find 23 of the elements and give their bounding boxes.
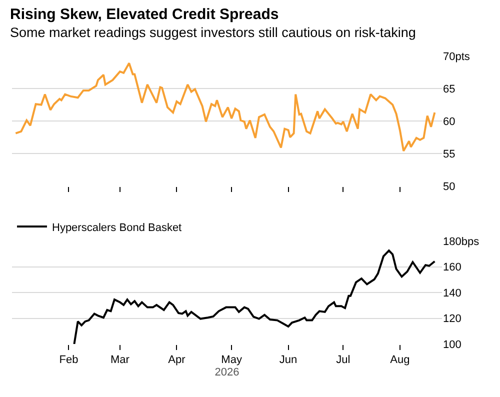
y-tick-label: 120 xyxy=(443,313,462,326)
x-tick-label: Apr xyxy=(168,354,186,366)
y-tick-label: 160 xyxy=(443,262,462,274)
x-tick-label: Feb xyxy=(59,354,78,366)
y-tick-label: 50 xyxy=(443,180,456,193)
x-tick-label: Mar xyxy=(110,354,130,366)
legend-label: Hyperscalers Bond Basket xyxy=(52,222,182,234)
chart-title: Rising Skew, Elevated Credit Spreads xyxy=(10,6,280,23)
x-axis-title: 2026 xyxy=(214,366,240,378)
chart-subtitle: Some market readings suggest investors still cautious on risk-taking xyxy=(10,25,417,40)
y-tick-label: 180bps xyxy=(443,236,480,248)
line-series xyxy=(14,62,436,152)
y-tick-label: 140 xyxy=(443,287,462,300)
x-tick-label: Jun xyxy=(279,354,298,366)
x-tick-label: Aug xyxy=(390,354,410,366)
x-tick-label: Jul xyxy=(336,354,350,366)
x-tick-label: May xyxy=(221,354,242,366)
y-tick-label: 100 xyxy=(443,338,462,351)
y-tick-label: 70pts xyxy=(443,50,470,63)
y-tick-label: 65 xyxy=(443,83,456,96)
line-series xyxy=(73,250,436,344)
y-tick-label: 55 xyxy=(443,148,456,160)
y-tick-label: 60 xyxy=(443,116,456,128)
